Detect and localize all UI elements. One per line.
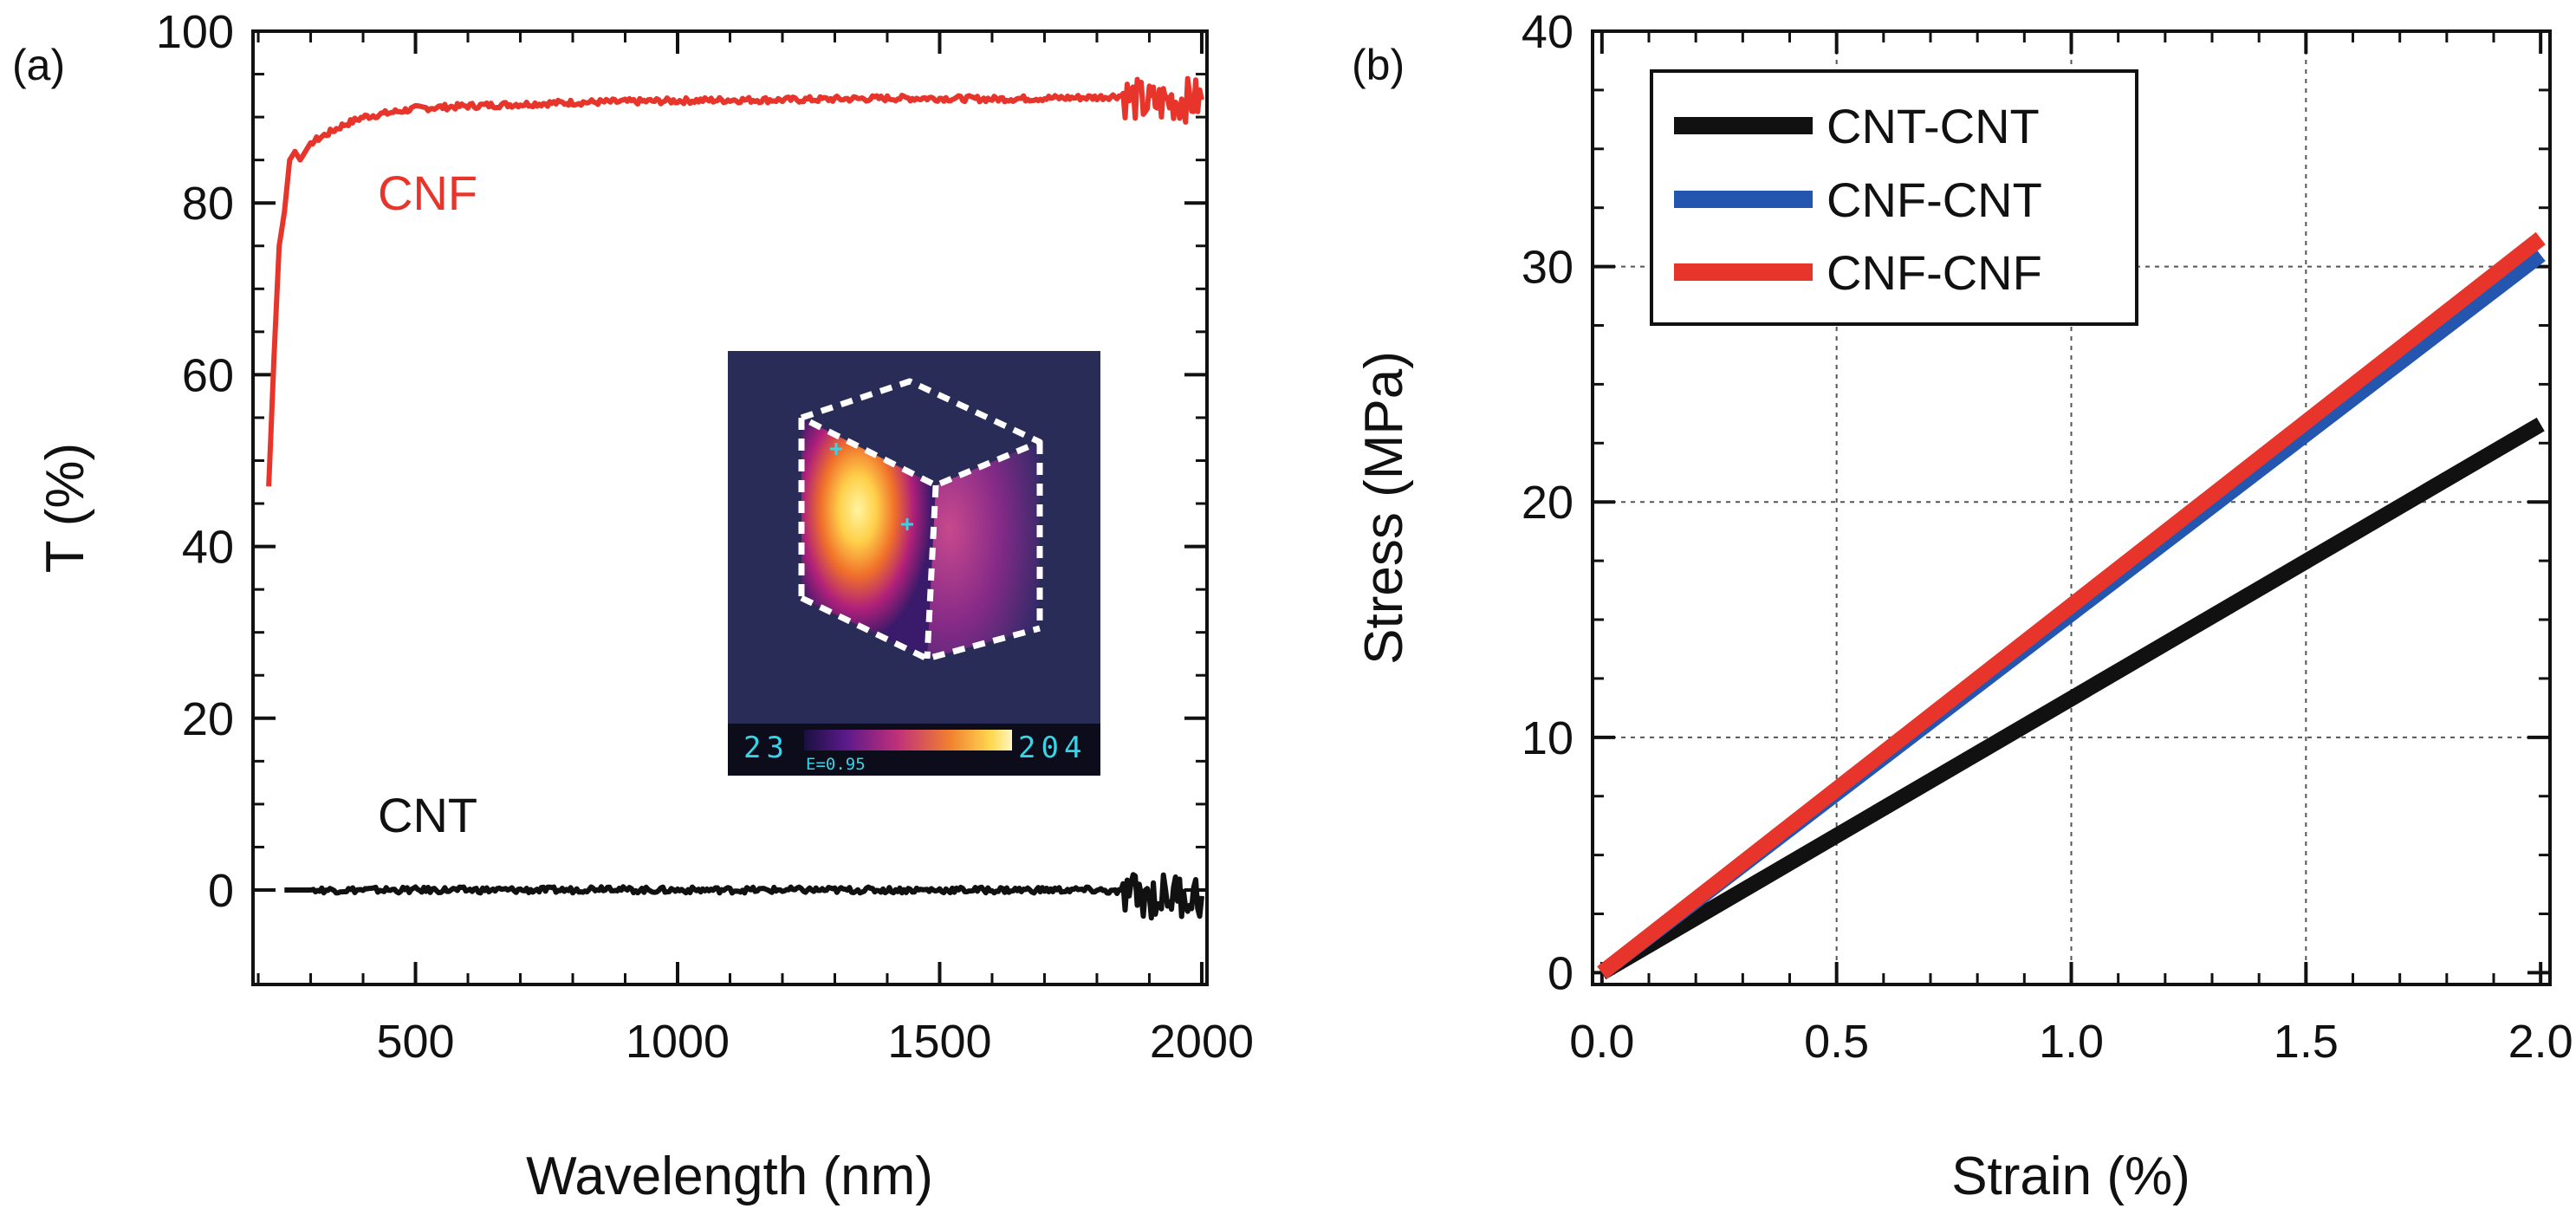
panel-b-y-tick-label: 20 (1522, 477, 1574, 529)
inset-scale-max: 204 (1018, 731, 1087, 765)
panel-a-y-axis-title: T (%) (36, 443, 95, 573)
series-line-cnt-cnt (1598, 417, 2545, 980)
panel-b-x-tick-label: 2.0 (2508, 1016, 2573, 1068)
thermal-image-inset: 23 204 E=0.95 (728, 351, 1100, 776)
panel-b-x-tick-label: 1.5 (2274, 1016, 2339, 1068)
series-line-cnf (266, 75, 1204, 487)
panel-a-y-tick-label: 60 (182, 349, 234, 401)
panel-b-ticks: 0.0 0.5 1.0 1.5 2.0 0 10 20 30 40 (1522, 6, 2573, 1068)
inset-scale-min: 23 (743, 731, 789, 765)
panel-a-x-tick-label: 1500 (887, 1016, 991, 1068)
legend-label-cnf-cnf: CNF-CNF (1827, 245, 2042, 300)
panel-b-y-axis-title: Stress (MPa) (1354, 351, 1414, 665)
series-line-cnt (283, 872, 1204, 921)
panel-a-y-tick-label: 20 (182, 693, 234, 745)
panel-a-x-axis-title: Wavelength (nm) (526, 1147, 933, 1206)
cnf-annotation: CNF (378, 166, 477, 220)
series-line-cnf-cnf (1597, 231, 2546, 979)
panel-b-label: (b) (1352, 41, 1405, 89)
panel-a-ticks: 500 1000 1500 2000 0 20 40 60 80 100 (156, 6, 1254, 1068)
legend-label-cnt-cnt: CNT-CNT (1827, 99, 2040, 153)
legend: CNT-CNT CNF-CNT CNF-CNF (1650, 69, 2138, 326)
panel-a-y-tick-label: 80 (182, 178, 234, 230)
panel-b-y-tick-label: 10 (1522, 712, 1574, 764)
legend-label-cnf-cnt: CNF-CNT (1827, 172, 2042, 227)
inset-color-scale (804, 730, 1012, 750)
cnt-annotation: CNT (378, 788, 477, 842)
panel-b: (b) 0.0 0.5 1.0 1.5 2.0 0 10 20 30 40 Stress (MPa… (1352, 6, 2573, 1206)
measurement-cross-2 (901, 518, 913, 530)
panel-a-x-tick-label: 1000 (626, 1016, 730, 1068)
panel-a-y-tick-label: 100 (156, 6, 234, 58)
panel-b-y-tick-label: 40 (1522, 6, 1574, 58)
measurement-cross-1 (830, 443, 842, 455)
cube-outline (798, 378, 1043, 662)
cube-side-face (927, 442, 1040, 659)
panel-a-y-tick-label: 0 (208, 865, 234, 917)
panel-a-x-tick-label: 2000 (1150, 1016, 1254, 1068)
inset-emissivity: E=0.95 (806, 755, 866, 774)
panel-b-x-tick-label: 1.0 (2039, 1016, 2104, 1068)
panel-b-y-tick-label: 0 (1548, 947, 1574, 999)
panel-b-x-axis-title: Strain (%) (1951, 1147, 2190, 1206)
panel-a-series (266, 75, 1204, 921)
panel-a-label: (a) (12, 41, 65, 89)
panel-b-x-tick-label: 0.5 (1804, 1016, 1869, 1068)
cube-front-face (801, 418, 936, 659)
panel-a-x-tick-label: 500 (376, 1016, 454, 1068)
panel-b-x-tick-label: 0.0 (1569, 1016, 1634, 1068)
panel-b-y-tick-label: 30 (1522, 242, 1574, 294)
panel-b-series (1597, 231, 2546, 980)
panel-a: (a) 500 1000 1500 2000 0 20 40 60 80 100 T (%) Wa… (12, 6, 1254, 1206)
panel-a-y-tick-label: 40 (182, 522, 234, 574)
